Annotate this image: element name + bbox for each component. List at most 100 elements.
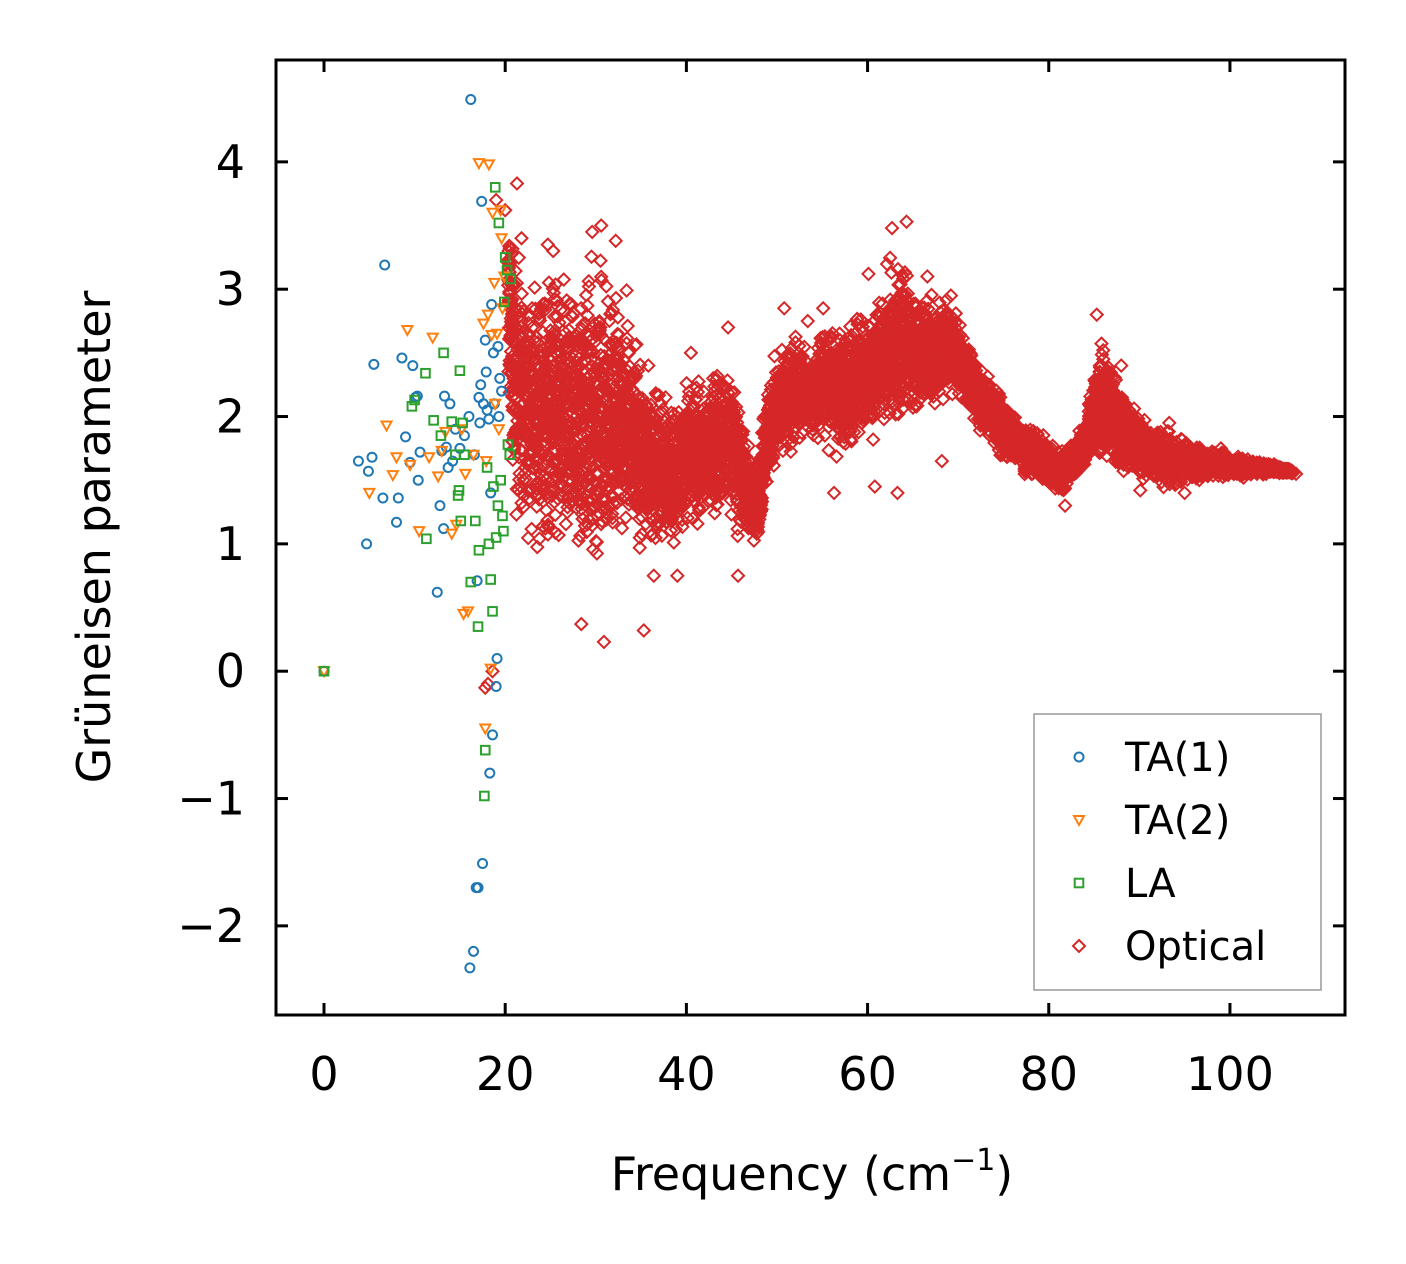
optical-point — [551, 527, 567, 543]
optical-point — [754, 493, 769, 509]
optical-point — [535, 324, 551, 340]
optical-point — [580, 516, 595, 532]
optical-point — [735, 423, 751, 439]
optical-point — [634, 509, 650, 525]
optical-point — [707, 505, 723, 521]
optical-point — [580, 383, 595, 399]
optical-point — [574, 428, 590, 443]
optical-point — [749, 522, 765, 537]
optical-point — [896, 315, 912, 330]
optical-point — [608, 349, 624, 365]
optical-point — [543, 401, 559, 417]
optical-point — [728, 399, 744, 415]
optical-point — [606, 443, 622, 459]
optical-point — [561, 340, 577, 356]
optical-point — [505, 452, 521, 468]
optical-point — [920, 301, 936, 317]
optical-point — [863, 404, 879, 420]
optical-point — [811, 410, 827, 426]
optical-point — [685, 397, 701, 413]
optical-point — [511, 250, 527, 266]
optical-point — [692, 502, 708, 518]
optical-point — [780, 346, 796, 362]
optical-point — [563, 307, 579, 323]
optical-point — [581, 273, 597, 289]
optical-point — [898, 287, 914, 303]
optical-point — [852, 373, 867, 389]
optical-point — [833, 429, 849, 444]
optical-point — [552, 397, 568, 412]
optical-point — [579, 345, 595, 360]
optical-point — [516, 499, 531, 515]
optical-point — [504, 241, 520, 257]
optical-point — [648, 530, 663, 546]
optical-point — [593, 516, 609, 532]
optical-point — [821, 442, 837, 458]
optical-point — [529, 539, 545, 555]
optical-point — [691, 499, 707, 515]
optical-point — [514, 318, 530, 334]
optical-point — [707, 473, 723, 489]
optical-point — [988, 383, 1004, 399]
optical-point — [865, 432, 881, 447]
optical-point — [884, 265, 899, 281]
optical-point — [518, 471, 534, 487]
optical-point — [762, 450, 778, 466]
optical-point — [570, 457, 586, 473]
optical-point — [544, 488, 560, 504]
optical-point — [556, 272, 572, 287]
optical-point — [526, 341, 542, 357]
optical-point — [645, 409, 661, 425]
optical-point — [593, 269, 609, 285]
optical-point — [932, 375, 948, 391]
optical-point — [890, 406, 906, 422]
optical-point — [709, 368, 725, 384]
optical-point — [598, 278, 614, 294]
optical-point — [944, 386, 960, 402]
optical-point — [570, 415, 586, 431]
optical-point — [599, 512, 615, 527]
optical-point — [663, 523, 679, 538]
optical-point — [679, 375, 695, 391]
optical-point — [682, 402, 698, 418]
optical-point — [571, 533, 586, 549]
optical-point — [815, 329, 831, 345]
optical-point — [589, 546, 605, 561]
optical-point — [690, 516, 705, 532]
optical-point — [843, 418, 859, 434]
optical-point — [668, 522, 684, 537]
optical-point — [882, 250, 898, 266]
optical-point — [519, 357, 534, 373]
optical-point — [555, 488, 571, 504]
optical-point — [579, 524, 595, 540]
optical-point — [951, 336, 966, 352]
optical-point — [689, 481, 705, 497]
optical-point — [509, 330, 525, 346]
optical-point — [842, 408, 857, 424]
optical-point — [584, 249, 599, 265]
optical-point — [961, 342, 977, 357]
optical-point — [532, 313, 548, 328]
optical-point — [573, 437, 589, 453]
optical-point — [671, 404, 687, 420]
optical-point — [842, 319, 858, 334]
optical-point — [516, 334, 532, 350]
optical-point — [879, 323, 895, 339]
optical-point — [563, 369, 579, 384]
optical-point — [521, 346, 537, 362]
optical-point — [654, 528, 670, 544]
optical-point — [574, 501, 589, 517]
optical-point — [878, 359, 894, 375]
optical-point — [608, 290, 624, 306]
optical-point — [546, 285, 562, 301]
optical-point — [810, 430, 826, 446]
optical-point — [627, 338, 643, 353]
optical-point — [817, 428, 833, 443]
optical-point — [889, 381, 905, 397]
optical-point — [573, 300, 589, 316]
optical-point — [610, 309, 626, 325]
optical-point — [560, 499, 575, 515]
optical-point — [814, 345, 830, 361]
optical-point — [543, 484, 559, 500]
